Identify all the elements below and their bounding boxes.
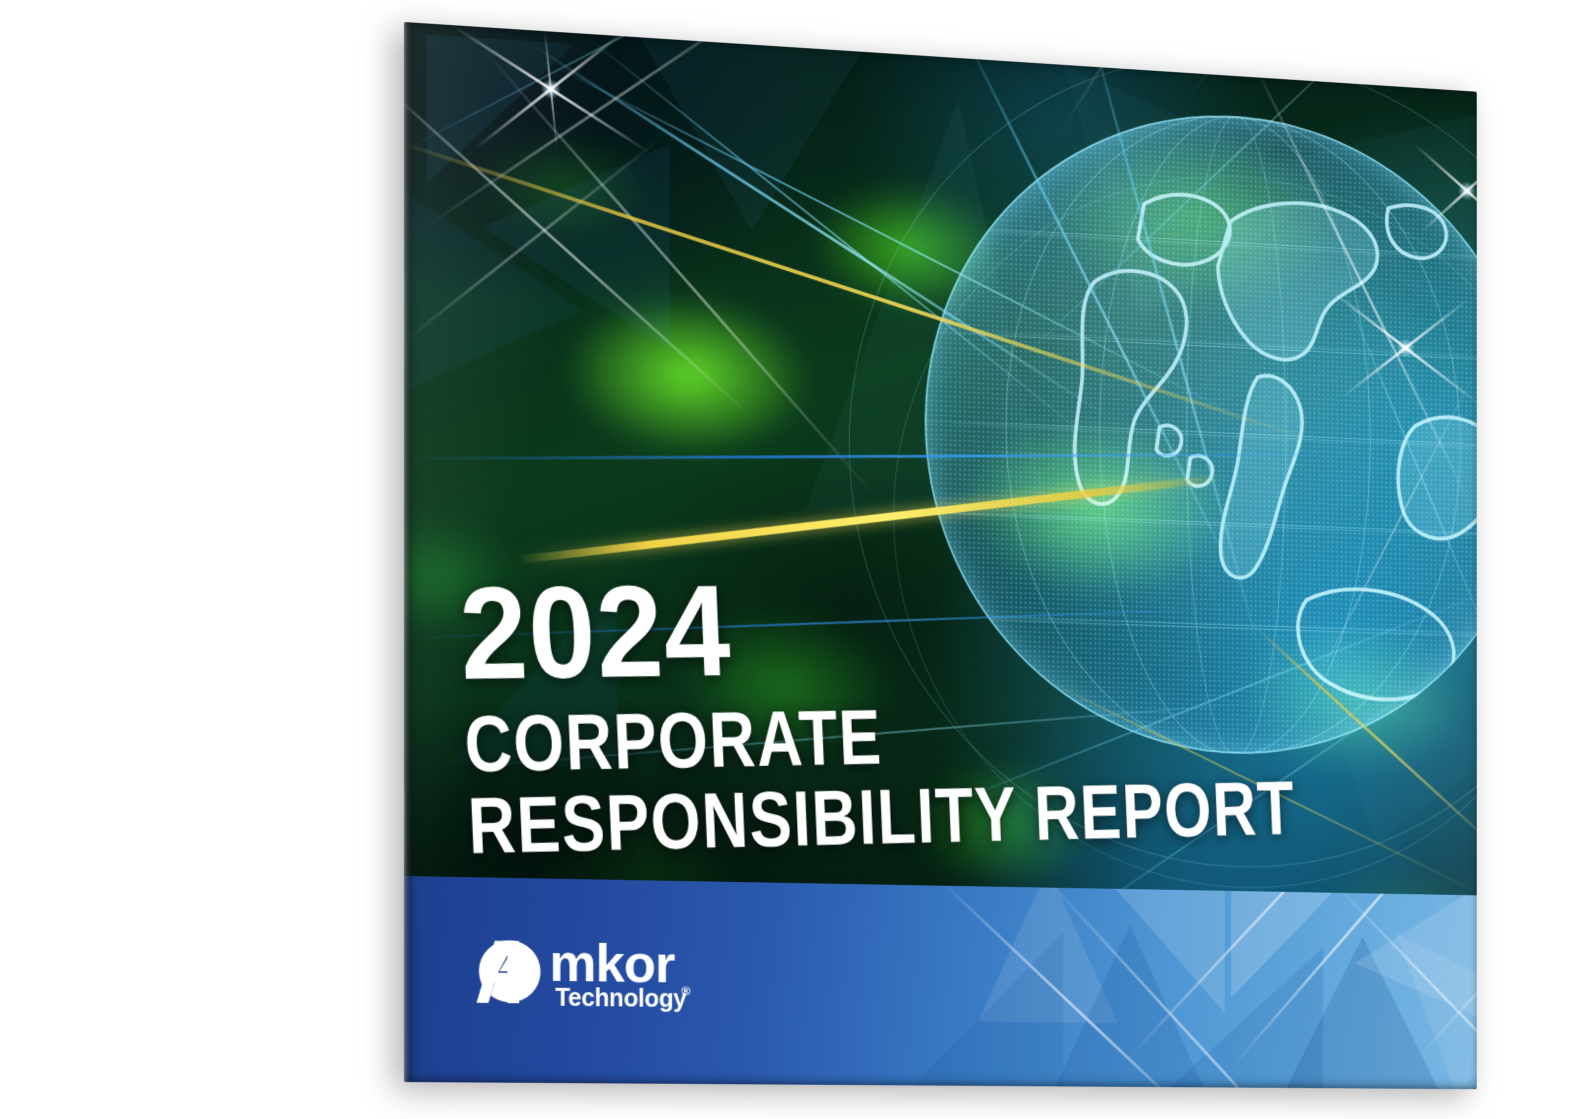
amkor-wordmark: mkor <box>549 932 675 994</box>
binding-notch <box>404 785 405 860</box>
amkor-logo[interactable]: mkor Technology ® <box>472 929 707 1027</box>
amkor-a-circle-icon <box>476 939 541 1004</box>
light-beam <box>584 33 1095 443</box>
cover-year: 2024 <box>456 558 734 707</box>
gold-light-beam-primary <box>516 473 1224 564</box>
amkor-tagline: Technology <box>555 983 687 1013</box>
light-beam <box>550 63 1242 419</box>
cover-bottom-band: mkor Technology ® <box>404 876 1477 1090</box>
light-beam <box>404 135 664 343</box>
light-beam <box>482 48 877 499</box>
report-cover-3d[interactable]: 2024 CORPORATE RESPONSIBILITY REPORT <box>404 22 1477 1090</box>
registered-trademark-icon: ® <box>681 983 691 999</box>
cover-spine-edge <box>404 22 412 1083</box>
report-cover-face: 2024 CORPORATE RESPONSIBILITY REPORT <box>404 22 1477 1090</box>
cover-title-block: 2024 CORPORATE RESPONSIBILITY REPORT <box>456 558 1456 871</box>
cover-title-line-2: RESPONSIBILITY REPORT <box>466 765 1297 871</box>
light-beam <box>955 22 1245 596</box>
light-beam <box>1062 22 1374 129</box>
light-beam <box>1188 22 1477 96</box>
light-beam <box>1009 22 1430 371</box>
light-beam <box>404 452 1354 460</box>
binding-notch <box>404 276 405 363</box>
light-beam <box>404 22 848 152</box>
triangle-shape <box>1231 883 1340 999</box>
gold-light-beam <box>404 138 1315 443</box>
